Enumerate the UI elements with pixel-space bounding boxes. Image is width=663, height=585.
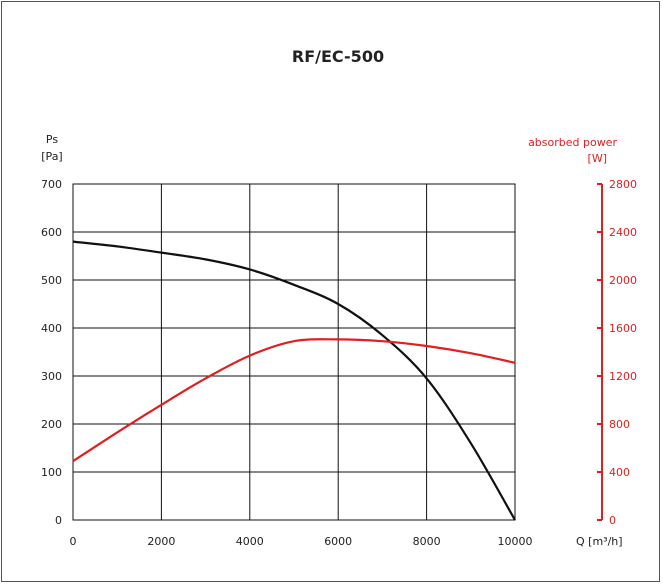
x-tick-label: 2000 bbox=[147, 535, 175, 548]
series-line-pressure bbox=[72, 240, 516, 521]
x-tick-label: 8000 bbox=[413, 535, 441, 548]
y-right-label-line1: absorbed power bbox=[528, 136, 617, 149]
series-line-power bbox=[72, 338, 516, 463]
y-right-tick-label: 400 bbox=[609, 466, 630, 479]
y-left-tick-label: 0 bbox=[55, 514, 62, 527]
y-right-label-line2: [W] bbox=[588, 152, 607, 165]
y-right-tick-label: 1600 bbox=[609, 322, 637, 335]
y-right-tick-label: 2800 bbox=[609, 178, 637, 191]
y-right-tick-label: 0 bbox=[609, 514, 616, 527]
y-right-tick-label: 1200 bbox=[609, 370, 637, 383]
x-tick-label: 10000 bbox=[498, 535, 533, 548]
y-left-tick-label: 600 bbox=[41, 226, 62, 239]
x-tick-label: 4000 bbox=[236, 535, 264, 548]
y-right-tick-label: 2000 bbox=[609, 274, 637, 287]
y-left-tick-label: 300 bbox=[41, 370, 62, 383]
y-left-tick-label: 400 bbox=[41, 322, 62, 335]
grid bbox=[72, 183, 516, 521]
x-axis-label: Q [m³/h] bbox=[576, 535, 623, 548]
y-left-tick-label: 200 bbox=[41, 418, 62, 431]
y-left-tick-label: 100 bbox=[41, 466, 62, 479]
ticks: 0 2000 4000 6000 8000 10000010020030040050060… bbox=[41, 178, 637, 548]
series-group bbox=[72, 240, 516, 521]
chart-title: RF/EC-500 bbox=[292, 47, 384, 66]
y-left-tick-label: 700 bbox=[41, 178, 62, 191]
x-tick-label: 0 bbox=[70, 535, 77, 548]
y-left-tick-label: 500 bbox=[41, 274, 62, 287]
y-left-label-line2: [Pa] bbox=[41, 150, 62, 163]
plot-area-border bbox=[72, 183, 516, 521]
x-tick-label: 6000 bbox=[324, 535, 352, 548]
y-left-label-line1: Ps bbox=[46, 133, 58, 146]
y-right-tick-label: 2400 bbox=[609, 226, 637, 239]
y-right-tick-label: 800 bbox=[609, 418, 630, 431]
